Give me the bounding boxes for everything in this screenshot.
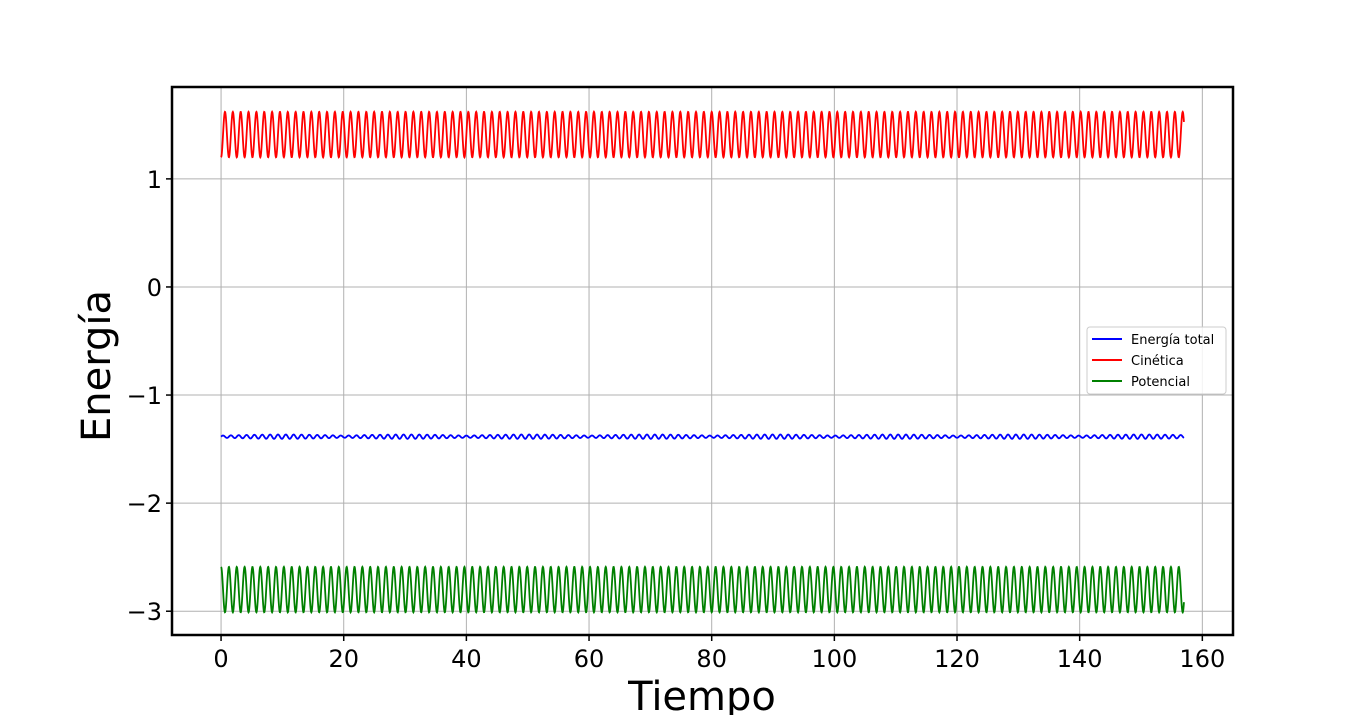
legend-box bbox=[1086, 326, 1227, 395]
legend-label-potential: Potencial bbox=[1131, 375, 1190, 390]
plot-frame bbox=[170, 85, 1235, 637]
x-tick-label: 20 bbox=[328, 645, 359, 673]
series-line-potential bbox=[220, 565, 1185, 615]
x-axis-title: Tiempo bbox=[627, 674, 776, 715]
x-tick-label: 160 bbox=[1179, 645, 1225, 673]
x-tick-label: 40 bbox=[451, 645, 482, 673]
series-line-total bbox=[220, 433, 1185, 440]
x-tick-label: 140 bbox=[1057, 645, 1103, 673]
x-tick-label: 60 bbox=[574, 645, 605, 673]
y-tick-label: 0 bbox=[147, 274, 162, 302]
ticks: 0 20 40 60 80 100 120 140 160 −3 −2 −1 0 1 bbox=[127, 166, 1226, 673]
y-tick-label: −1 bbox=[127, 382, 162, 410]
y-axis-title: Energía bbox=[74, 290, 120, 442]
y-tick-label: −2 bbox=[127, 490, 162, 518]
y-tick-label: 1 bbox=[147, 166, 162, 194]
y-tick-label: −3 bbox=[127, 598, 162, 626]
x-tick-label: 120 bbox=[934, 645, 980, 673]
x-tick-label: 100 bbox=[811, 645, 857, 673]
series-line-kinetic bbox=[220, 110, 1185, 160]
legend-label-kinetic: Cinética bbox=[1131, 354, 1184, 369]
x-tick-label: 80 bbox=[696, 645, 727, 673]
legend-label-total: Energía total bbox=[1131, 333, 1214, 348]
legend: Energía total Cinética Potencial bbox=[1086, 326, 1227, 395]
x-tick-label: 0 bbox=[213, 645, 228, 673]
series-lines bbox=[220, 110, 1185, 615]
